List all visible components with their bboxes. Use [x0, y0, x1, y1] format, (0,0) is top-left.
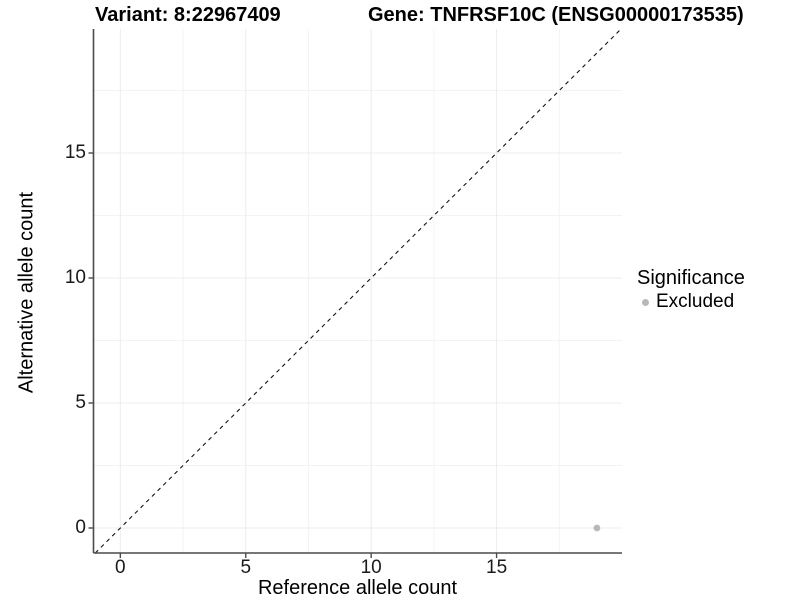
legend-title: Significance: [637, 267, 745, 289]
legend-item-excluded: Excluded: [637, 291, 745, 313]
point-icon: [642, 298, 649, 306]
x-tick-label: 10: [360, 557, 382, 578]
legend-key: [637, 294, 654, 311]
y-tick-label: 10: [64, 267, 86, 288]
y-tick-label: 15: [64, 142, 86, 163]
y-axis-label: Alternative allele count: [15, 191, 38, 394]
plot-title-variant: Variant: 8:22967409: [95, 4, 281, 26]
x-tick-label: 15: [486, 557, 508, 578]
x-tick-label: 0: [115, 557, 126, 578]
data-point: [593, 524, 601, 532]
x-axis-label: Reference allele count: [257, 577, 457, 599]
y-tick-label: 5: [75, 392, 86, 413]
y-tick-label: 0: [75, 517, 86, 538]
x-tick-label: 5: [240, 557, 252, 578]
legend: Significance Excluded: [637, 266, 745, 313]
legend-item-label: Excluded: [656, 291, 735, 312]
identity-line: [94, 28, 622, 554]
plot-title-gene: Gene: TNFRSF10C (ENSG00000173535): [368, 4, 744, 26]
